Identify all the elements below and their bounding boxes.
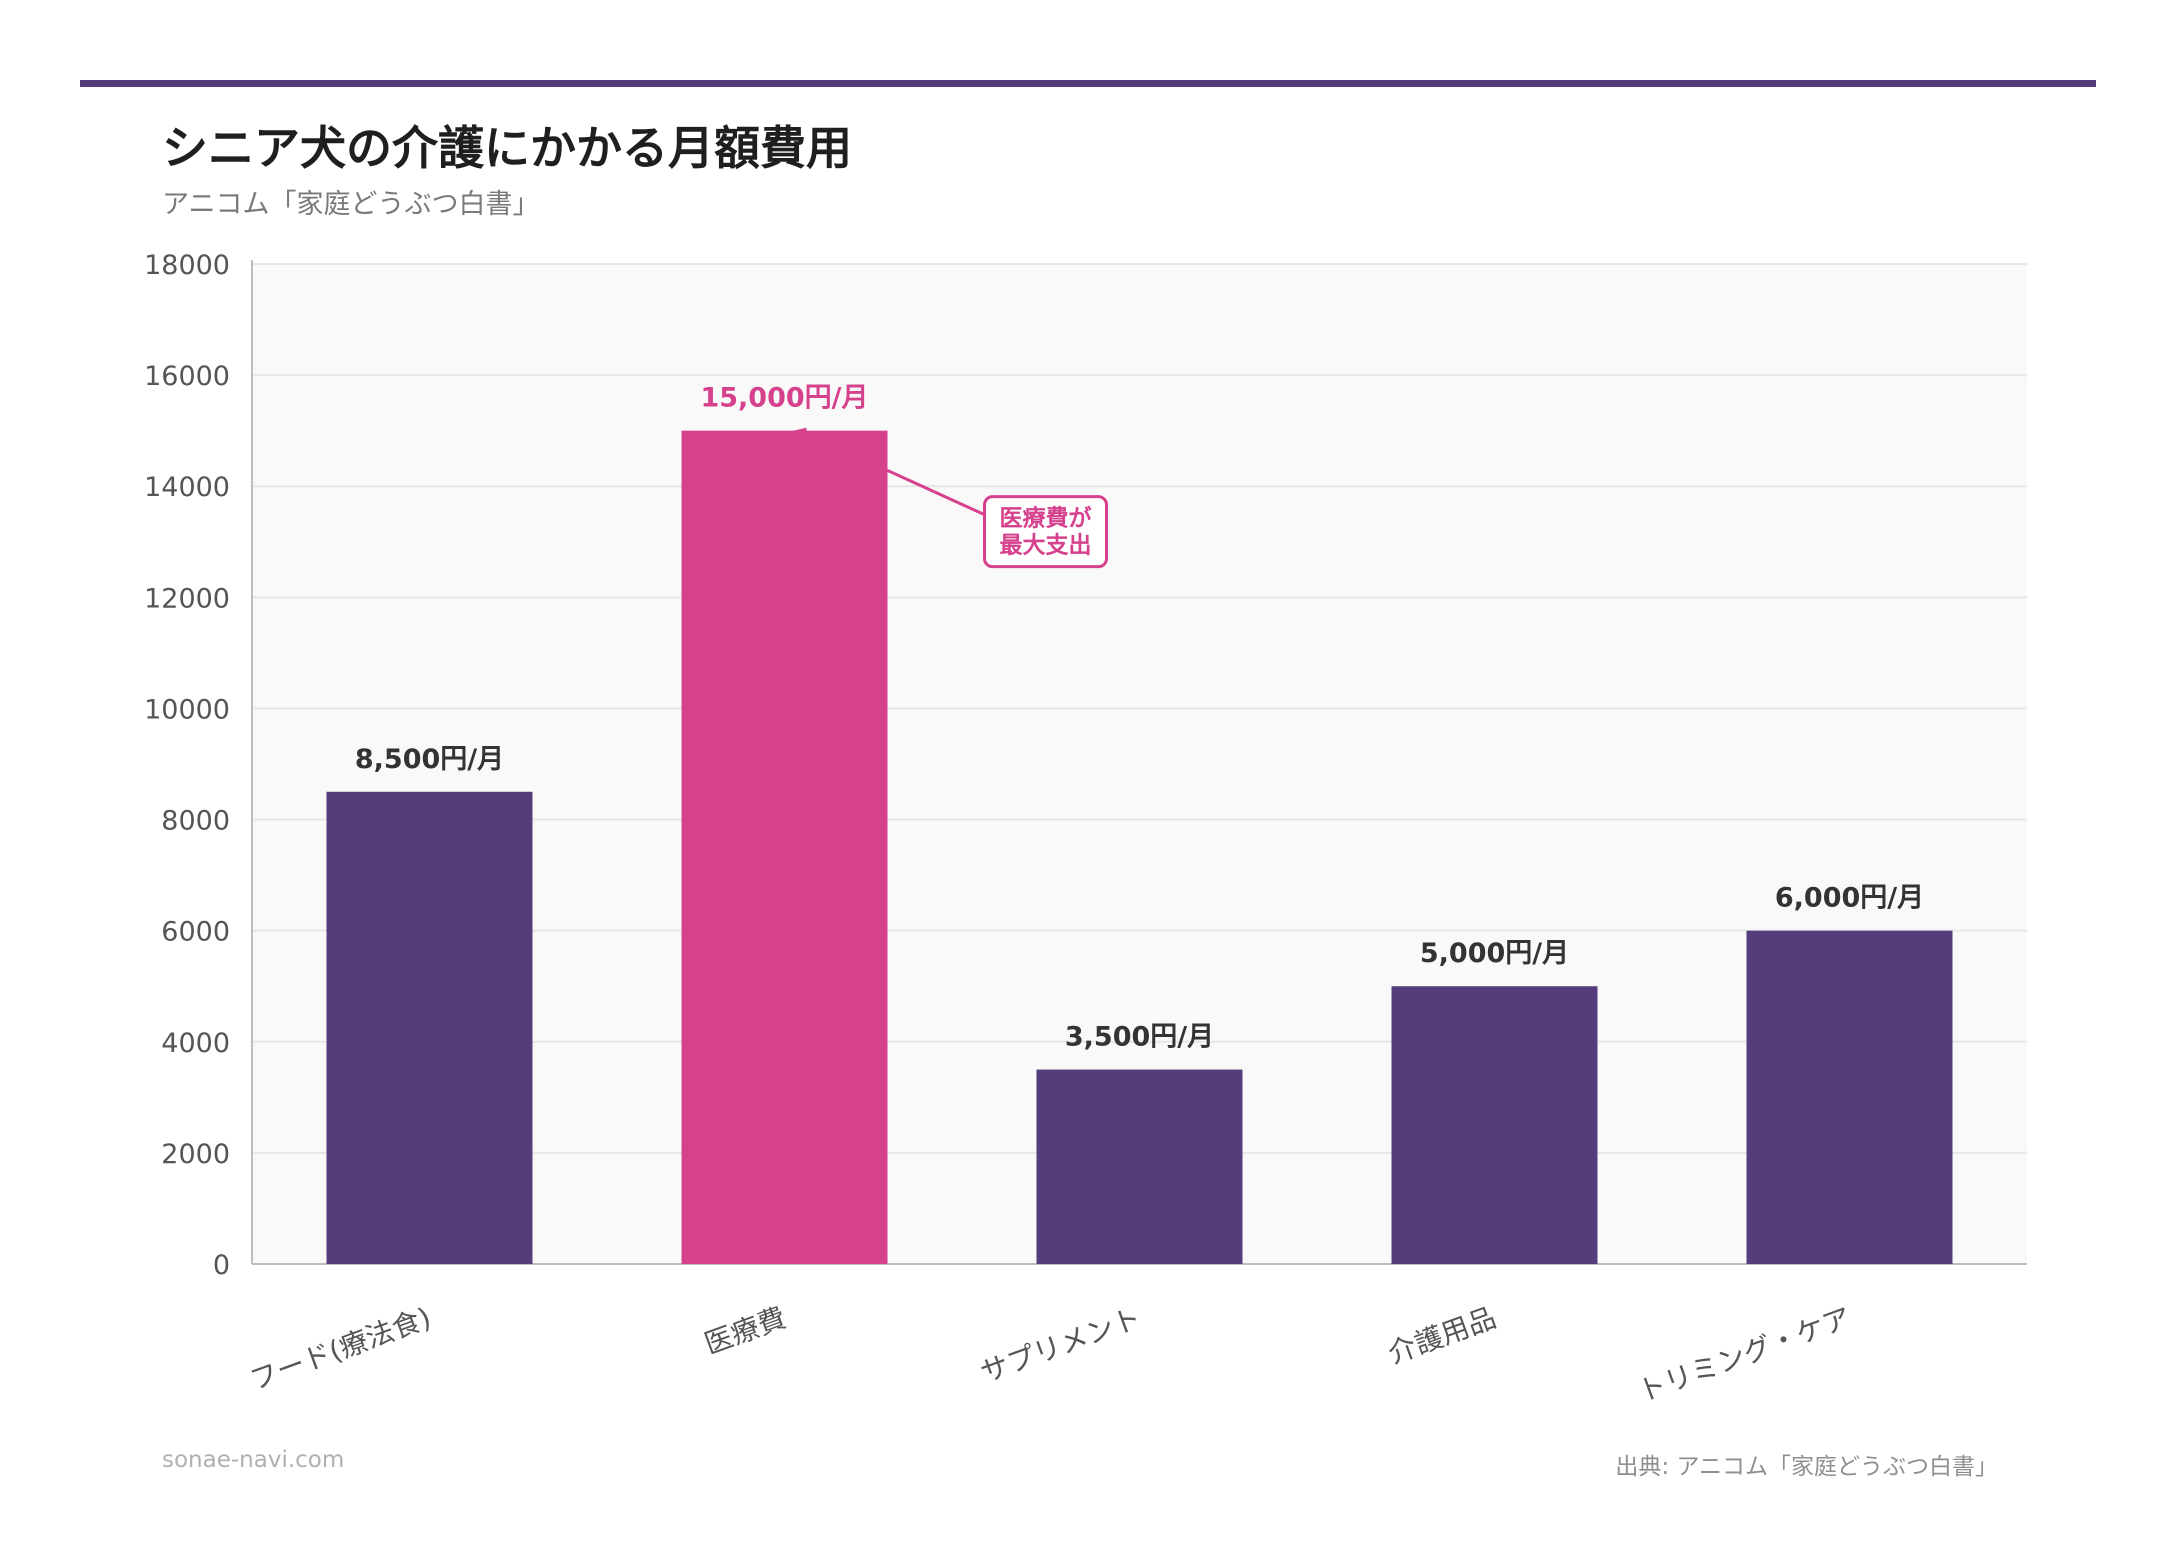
- annotation-text: 最大支出: [1000, 533, 1092, 559]
- bar: [1036, 1069, 1243, 1264]
- chart-title: シニア犬の介護にかかる月額費用: [162, 121, 852, 175]
- y-tick-label: 6000: [161, 917, 230, 948]
- bar: [681, 430, 888, 1265]
- y-tick-label: 4000: [161, 1028, 230, 1059]
- annotation-box: [983, 495, 1108, 569]
- y-tick-label: 10000: [144, 694, 230, 725]
- bar: [1391, 986, 1598, 1264]
- footer-source: 出典: アニコム「家庭どうぶつ白書」: [1615, 1454, 1998, 1480]
- chart-subtitle: アニコム「家庭どうぶつ白書」: [162, 189, 540, 220]
- bar-value-label: 8,500円/月: [355, 744, 504, 775]
- y-tick-label: 8000: [161, 806, 230, 837]
- bar-value-label: 5,000円/月: [1420, 938, 1569, 969]
- bar: [326, 791, 533, 1264]
- annotation-leader-line: [803, 431, 986, 517]
- bar: [1746, 930, 1953, 1264]
- x-tick-label: トリミング・ケア: [1634, 1301, 1856, 1409]
- y-tick-label: 14000: [144, 472, 230, 503]
- annotation-arrowhead: [789, 427, 807, 436]
- y-tick-label: 12000: [144, 583, 230, 614]
- top-accent-rule: [80, 80, 2096, 87]
- y-tick-label: 16000: [144, 361, 230, 392]
- y-tick-label: 0: [213, 1250, 230, 1281]
- x-tick-label: フード(療法食): [246, 1301, 436, 1397]
- y-tick-label: 18000: [144, 250, 230, 281]
- bar-value-label: 6,000円/月: [1775, 883, 1924, 914]
- footer-site: sonae-navi.com: [162, 1447, 345, 1473]
- x-tick-label: 医療費: [700, 1301, 790, 1361]
- x-tick-label: サプリメント: [976, 1301, 1145, 1389]
- annotation-text: 医療費が: [1000, 505, 1092, 532]
- y-tick-label: 2000: [161, 1139, 230, 1170]
- bar-value-label: 15,000円/月: [700, 383, 868, 414]
- x-tick-label: 介護用品: [1384, 1301, 1501, 1370]
- bar-value-label: 3,500円/月: [1065, 1022, 1214, 1053]
